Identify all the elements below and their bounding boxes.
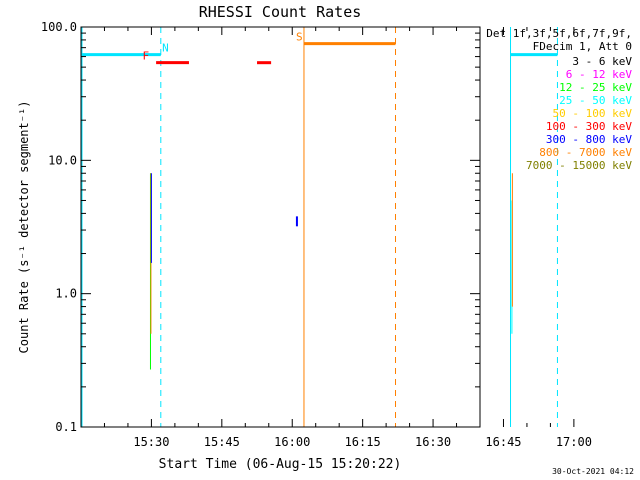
x-tick-label-1: 15:45 [204, 435, 240, 449]
chart-title: RHESSI Count Rates [199, 3, 362, 21]
legend-entry-6: 300 - 800 keV [546, 133, 632, 146]
legend-entry-4: 50 - 100 keV [553, 107, 633, 120]
legend-entry-5: 100 - 300 keV [546, 120, 632, 133]
legend-header-line-1: Det 1f,3f,5f,6f,7f,9f, [486, 27, 632, 40]
annotation-f: F [142, 50, 149, 63]
x-tick-label-0: 15:30 [133, 435, 169, 449]
axis-layer: 15:30 15:45 16:00 16:15 16:30 16:45 17:00 0.1 1.… [41, 20, 592, 449]
annotation-n: N [162, 42, 169, 55]
legend-entry-3: 25 - 50 keV [559, 94, 632, 107]
y-tick-label-3: 100.0 [41, 20, 77, 34]
legend-entry-0: 3 - 6 keV [572, 55, 632, 68]
timestamp: 30-Oct-2021 04:12 [552, 467, 634, 476]
y-tick-label-1: 1.0 [55, 287, 77, 301]
x-tick-label-3: 16:15 [345, 435, 381, 449]
y-tick-label-2: 10.0 [48, 153, 77, 167]
legend-entry-8: 7000 - 15000 keV [526, 159, 632, 172]
plot-frame [80, 26, 481, 428]
series-layer [149, 173, 513, 370]
legend-entry-2: 12 - 25 keV [559, 81, 632, 94]
x-tick-label-2: 16:00 [274, 435, 310, 449]
legend: Det 1f,3f,5f,6f,7f,9f, FDecim 1, Att 0 3… [486, 27, 632, 172]
legend-header-line-2: FDecim 1, Att 0 [533, 40, 632, 53]
x-tick-label-5: 16:45 [485, 435, 521, 449]
x-axis-label: Start Time (06-Aug-15 15:20:22) [159, 457, 402, 472]
y-tick-label-0: 0.1 [55, 420, 77, 434]
annotation-s: S [296, 31, 303, 44]
legend-entry-7: 800 - 7000 keV [539, 146, 632, 159]
legend-entry-1: 6 - 12 keV [566, 68, 633, 81]
y-axis-label: Count Rate (s⁻¹ detector segment⁻¹) [17, 101, 31, 354]
x-tick-label-4: 16:30 [415, 435, 451, 449]
x-tick-label-6: 17:00 [556, 435, 592, 449]
marker-layer: NF S [81, 27, 558, 427]
